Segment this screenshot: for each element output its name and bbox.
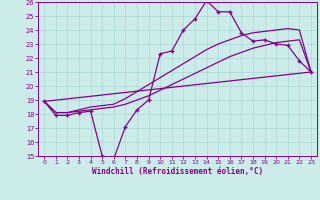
X-axis label: Windchill (Refroidissement éolien,°C): Windchill (Refroidissement éolien,°C) xyxy=(92,167,263,176)
